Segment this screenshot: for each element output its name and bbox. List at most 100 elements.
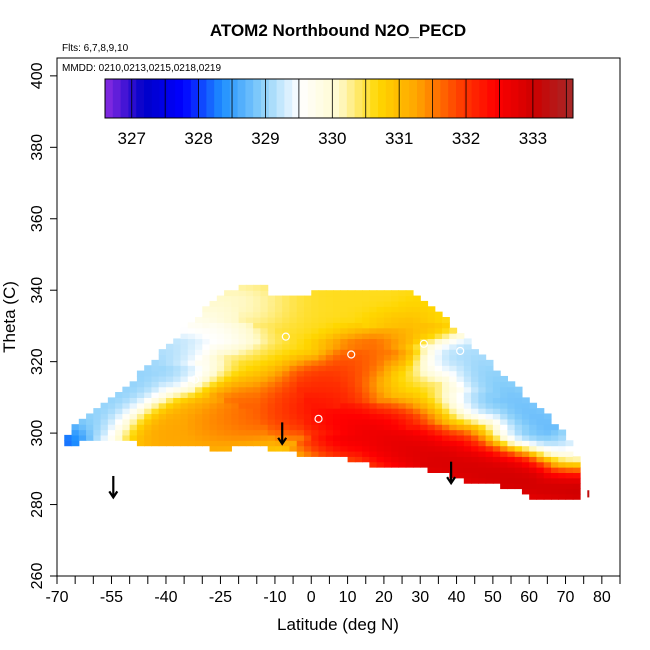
heatmap-cell [311,450,320,457]
heatmap-cell [376,408,385,415]
heatmap-cell [158,397,167,404]
heatmap-cell [231,408,240,415]
heatmap-cell [296,327,305,334]
heatmap-cell [311,434,320,441]
heatmap-cell [195,397,203,404]
heatmap-cell [325,317,334,323]
heatmap-cell [165,402,174,409]
y-axis-label: Theta (C) [0,281,19,353]
heatmap-cell [122,408,131,415]
heatmap-cell [427,322,436,329]
heatmap-cell [245,429,254,436]
heatmap-cell [456,365,465,372]
heatmap-cell [136,424,145,431]
heatmap-cell [362,408,370,415]
heatmap-cell [514,429,523,436]
heatmap-cell [260,440,269,447]
sample-markers [190,332,465,423]
heatmap-cell [514,440,523,447]
heatmap-cell [303,386,312,393]
heatmap-cell [144,386,153,393]
heatmap-cell [122,397,131,404]
heatmap-cell [260,392,269,398]
heatmap-cell [267,354,276,361]
heatmap-cell [224,386,232,393]
heatmap-cell [434,386,443,393]
heatmap-cell [500,413,508,420]
heatmap-cell [325,354,334,361]
heatmap-cell [405,386,414,393]
heatmap-cell [478,381,487,388]
heatmap-cell [231,311,240,318]
heatmap-cell [71,429,80,436]
heatmap-cell [543,429,552,436]
heatmap-cell [471,392,479,398]
heatmap-cell [209,381,218,388]
heatmap-cell [180,386,189,393]
heatmap-cell [543,456,552,463]
heatmap-cell [267,311,276,318]
heatmap-cell [245,322,254,329]
heatmap-cell [231,295,240,302]
heatmap-cell [347,434,356,441]
heatmap-cell [195,418,203,425]
heatmap-cell [383,338,392,345]
heatmap-cell [558,440,567,447]
arrow-markers [108,422,457,500]
heatmap-cell [471,472,479,479]
heatmap-cell [274,333,283,340]
x-tick-label: 70 [557,589,575,606]
colorbar-segment [175,79,184,118]
heatmap-cell [500,461,508,468]
heatmap-cell [202,338,211,345]
heatmap-cell [318,333,327,340]
heatmap-cell [274,295,283,302]
heatmap-cell [260,386,269,393]
heatmap-cell [303,381,312,388]
heatmap-cell [536,424,545,431]
heatmap-cell [347,450,356,457]
x-tick-label: -70 [45,589,68,606]
heatmap-cell [463,418,472,425]
heatmap-cell [521,450,530,457]
heatmap-cell [362,424,370,431]
heatmap-cell [543,488,552,495]
colorbar-segment [198,79,207,118]
heatmap-cell [180,349,189,356]
heatmap-cell [238,386,247,393]
colorbar-segment [245,79,254,118]
heatmap-cell [449,375,458,382]
heatmap-cell [136,386,145,393]
heatmap-cell [478,477,487,484]
heatmap-cell [267,327,276,334]
heatmap-cell [376,434,385,441]
heatmap-cell [231,370,240,377]
heatmap-cell [180,381,189,388]
heatmap-cell [383,392,392,398]
heatmap-cell [558,450,567,457]
heatmap-cell [449,467,458,473]
heatmap-cell [115,408,123,415]
heatmap-cell [514,392,523,398]
heatmap-cell [449,338,458,345]
heatmap-cell [449,429,458,436]
heatmap-cell [195,349,203,356]
heatmap-cell [391,456,400,463]
heatmap-cell [507,381,516,388]
heatmap-cell [369,440,378,447]
heatmap-cell [507,413,516,420]
heatmap-cell [456,349,465,356]
heatmap-cell [289,359,298,366]
heatmap-cell [238,365,247,372]
heatmap-cell [529,402,538,409]
heatmap-cell [507,402,516,409]
heatmap-cell [158,418,167,425]
heatmap-cell [231,440,240,447]
heatmap-cell [347,445,356,452]
heatmap-cell [224,349,232,356]
heatmap-cell [405,418,414,425]
heatmap-cell [398,338,407,345]
heatmap-cell [347,392,356,398]
colorbar-segment [284,79,293,118]
heatmap-cell [129,386,138,393]
